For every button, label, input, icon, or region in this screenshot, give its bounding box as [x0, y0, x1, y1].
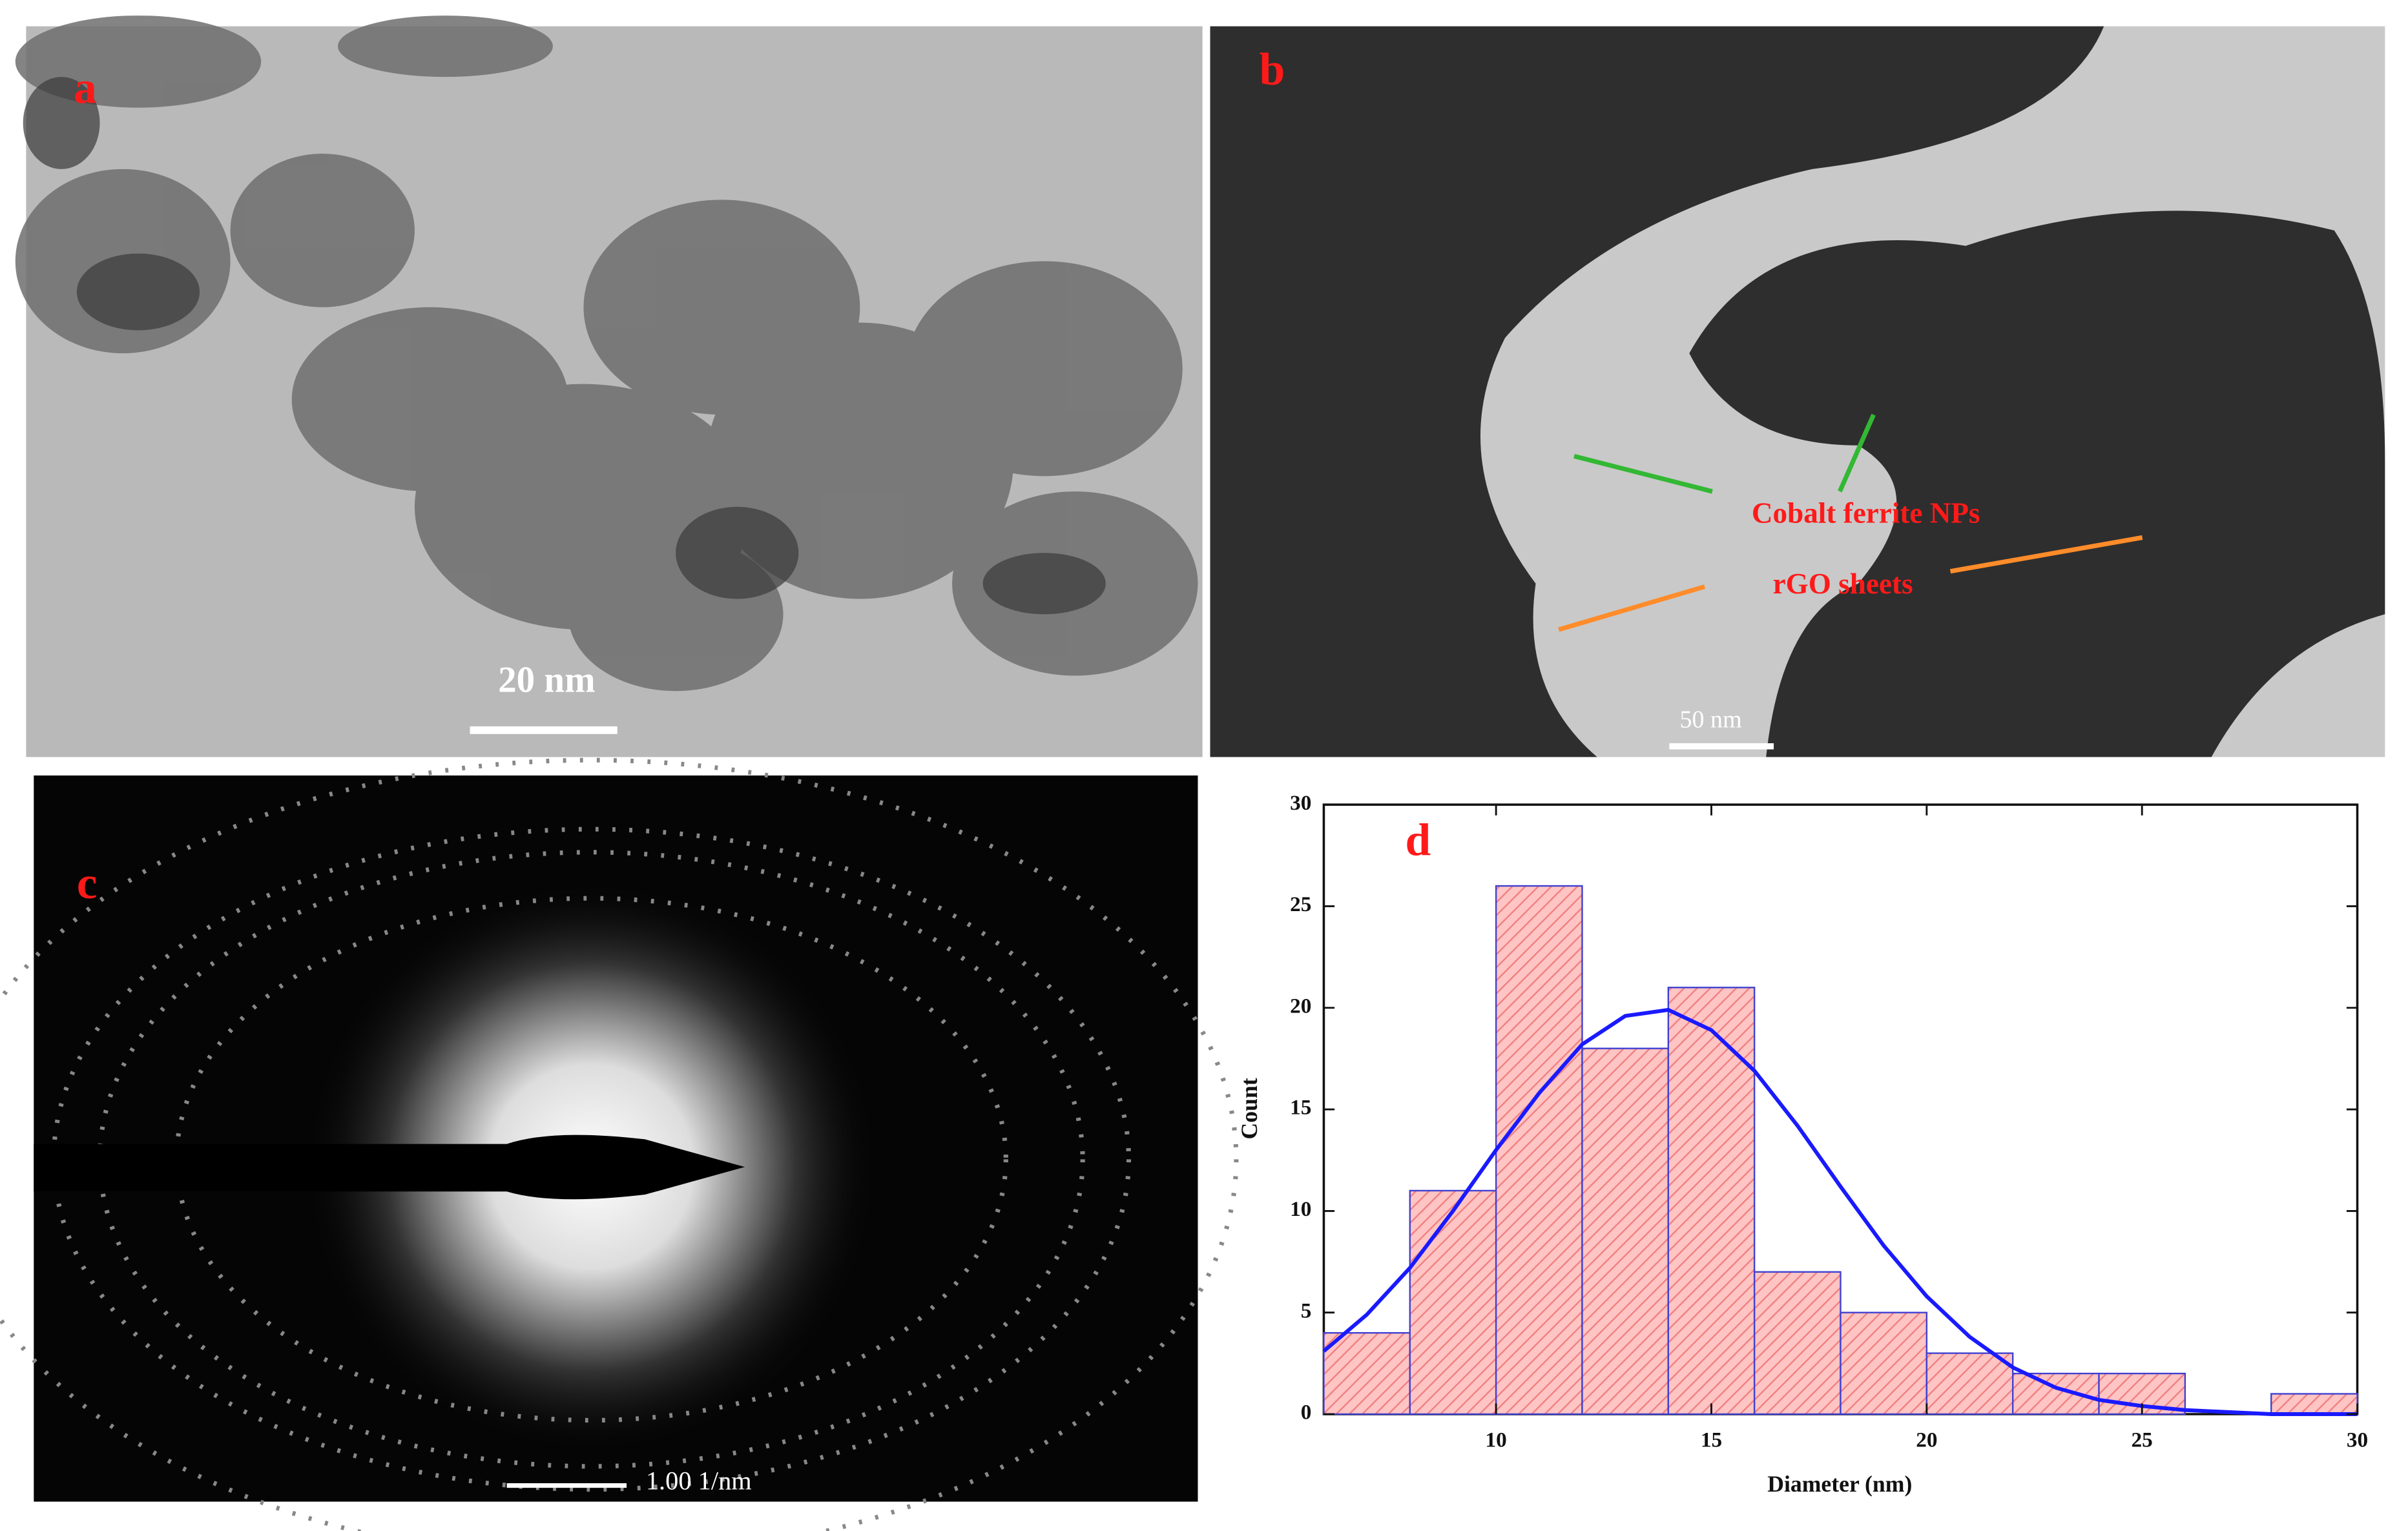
bar	[2011, 1372, 2100, 1415]
bar	[1753, 1271, 1842, 1415]
panel-d: d Diameter (nm) Count 0 5 10 15 20 25 30 10 15 20…	[1236, 791, 2368, 1497]
panel-label: d	[1405, 814, 1431, 865]
annotation: Cobalt ferrite NPs	[1752, 497, 1980, 529]
y-tick-label: 5	[1301, 1299, 1312, 1322]
scale-bar	[470, 726, 618, 734]
y-tick-label: 20	[1290, 994, 1311, 1018]
bar	[1323, 1331, 1411, 1415]
bar	[1667, 987, 1756, 1415]
panel-c: c 1.00 1/nm	[0, 757, 1239, 1531]
bar	[2270, 1393, 2358, 1415]
panel-b: b Cobalt ferrite NPs rGO sheets 50 nm	[1210, 26, 2385, 757]
x-tick-label: 25	[2132, 1428, 2153, 1452]
panel-label: a	[74, 62, 97, 113]
scale-label: 50 nm	[1680, 706, 1742, 733]
bar	[1840, 1311, 1928, 1415]
bar	[1925, 1352, 2014, 1415]
y-axis-label: Count	[1236, 1078, 1262, 1139]
panel-label: b	[1260, 44, 1285, 95]
annotation: rGO sheets	[1773, 568, 1913, 600]
scale-label: 20 nm	[498, 659, 596, 700]
bar	[1409, 1189, 1497, 1415]
panel-label: c	[77, 858, 98, 909]
y-tick-label: 0	[1301, 1401, 1312, 1424]
bar	[1495, 885, 1583, 1415]
y-tick-label: 10	[1290, 1197, 1311, 1221]
y-tick-label: 25	[1290, 892, 1311, 916]
scale-label: 1.00 1/nm	[646, 1466, 752, 1495]
aggregates	[1210, 26, 2385, 757]
x-tick-label: 10	[1485, 1428, 1506, 1452]
fit-curve	[1322, 1007, 2358, 1416]
x-tick-label: 20	[1916, 1428, 1937, 1452]
x-tick-label: 15	[1701, 1428, 1722, 1452]
y-tick-label: 30	[1290, 791, 1311, 815]
bar	[1581, 1047, 1670, 1415]
x-tick-label: 30	[2347, 1428, 2368, 1452]
panel-a: a 20 nm	[15, 15, 1203, 757]
y-tick-label: 15	[1290, 1096, 1311, 1120]
x-axis-label: Diameter (nm)	[1767, 1471, 1912, 1497]
